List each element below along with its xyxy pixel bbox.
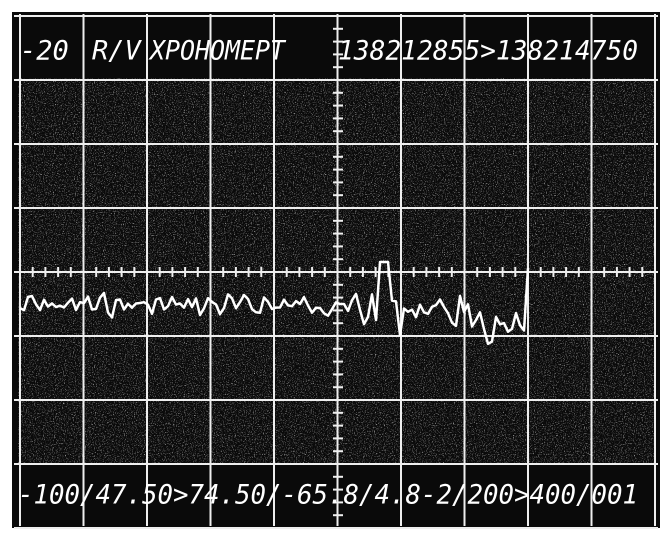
header-range: 138212855>138214750 (338, 36, 638, 67)
scope-screen: -20 R/V XPOHOMEPT 138212855>138214750 -1… (0, 0, 672, 537)
header-mode: R/V (92, 36, 143, 67)
footer-readout: -100/47.50>74.50/-65.8/4.8-2/200>400/001 (18, 480, 638, 511)
page: -20 R/V XPOHOMEPT 138212855>138214750 -1… (0, 0, 672, 537)
header-label: XPOHOMEPT (148, 36, 286, 67)
header-level: -20 (20, 36, 69, 67)
